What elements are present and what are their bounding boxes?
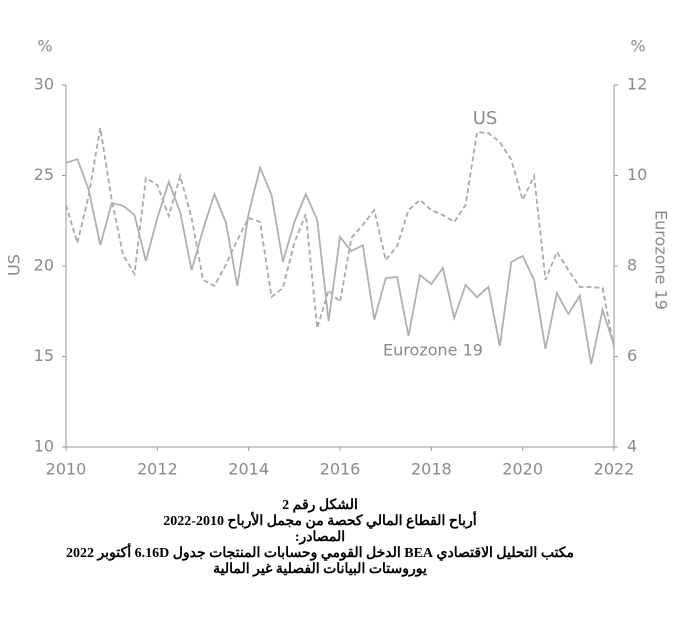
y-tick-label: 25 [34,165,54,184]
x-tick-label: 2018 [411,460,452,479]
x-tick-label: 2016 [320,460,361,479]
y2-tick-label: 8 [627,256,637,275]
x-tick-label: 2012 [137,460,178,479]
y2-tick-label: 6 [627,346,637,365]
y-tick-label: 15 [34,346,54,365]
caption-line: أرباح القطاع المالي كحصة من مجمل الأرباح… [163,514,477,529]
caption-line: المصادر: [294,530,346,545]
x-tick-label: 2020 [502,460,543,479]
y2-unit: % [630,37,645,56]
x-tick-label: 2010 [46,460,87,479]
y-unit: % [37,37,52,56]
caption-line: الشكل رقم 2 [282,498,358,513]
y2-tick-label: 4 [627,437,637,456]
caption: الشكل رقم 2 أرباح القطاع المالي كحصة من م… [0,498,640,578]
caption-line: مكتب التحليل الاقتصادي BEA الدخل القومي … [65,546,575,561]
y-tick-label: 30 [34,75,54,94]
y-tick-label: 10 [34,437,54,456]
chart: % % US Eurozone 19 10 15 20 25 30 4 6 8 10 12 2010… [5,37,671,479]
y2-tick-label: 10 [627,165,647,184]
x-tick-label: 2022 [594,460,635,479]
series-label: Eurozone 19 [383,341,483,360]
series-line [65,127,615,349]
series-line [65,158,615,365]
y2-label: Eurozone 19 [652,210,671,310]
y-label: US [5,254,24,276]
y-tick-label: 20 [34,256,54,275]
x-tick-label: 2014 [228,460,269,479]
series-label: US [473,108,498,129]
y2-tick-label: 12 [627,75,647,94]
caption-line: يوروستات البيانات الفصلية غير المالية [213,562,427,577]
